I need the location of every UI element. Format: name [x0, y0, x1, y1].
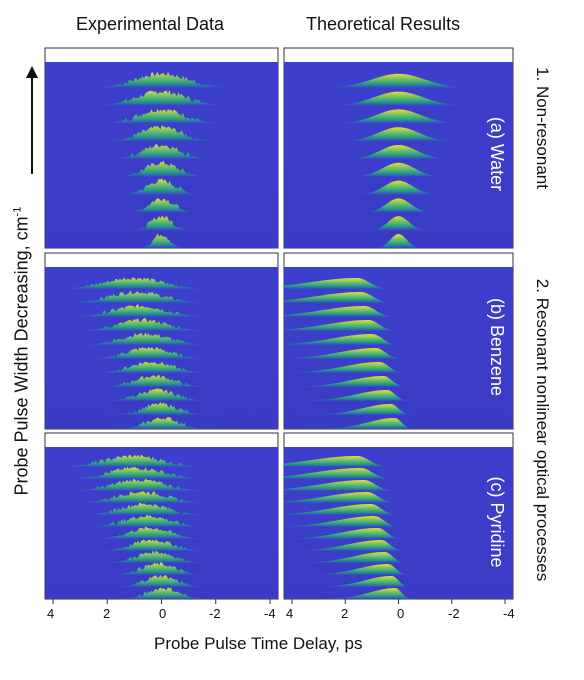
trace-b-th-10 [284, 418, 513, 429]
panel-c-th-traces [284, 456, 513, 599]
trace-c-exp-7 [45, 539, 278, 551]
trace-b-exp-3 [45, 318, 278, 331]
trace-b-th-3 [284, 320, 513, 331]
trace-c-th-0 [284, 456, 513, 467]
trace-c-exp-0 [45, 454, 278, 467]
trace-a-exp-5 [45, 160, 278, 177]
panel-c-exp-traces [45, 454, 278, 599]
trace-a-exp-0 [45, 71, 278, 88]
trace-b-th-9 [284, 404, 513, 415]
trace-c-exp-9 [45, 562, 278, 575]
trace-a-exp-2 [45, 108, 278, 124]
trace-c-exp-2 [45, 478, 278, 491]
trace-c-th-8 [284, 552, 513, 563]
trace-c-exp-11 [45, 587, 278, 599]
side-label-non-resonant: 1. Non-resonant [533, 67, 552, 189]
panel-label-a: (a) Water [487, 117, 507, 191]
x-tick-theory: -2 [448, 606, 460, 621]
x-axis-label: Probe Pulse Time Delay, ps [154, 634, 363, 653]
trace-a-exp-4 [45, 143, 278, 159]
trace-b-exp-0 [45, 277, 278, 289]
x-tick-exp: 0 [159, 606, 167, 621]
x-tick-exp: 2 [103, 606, 111, 621]
trace-b-exp-4 [45, 332, 278, 345]
panel-c-th-background [284, 447, 513, 599]
trace-a-exp-6 [45, 178, 278, 195]
trace-c-th-11 [284, 588, 513, 599]
trace-b-exp-2 [45, 304, 278, 317]
panel-a-th-traces [284, 73, 513, 248]
panel-b-exp-traces [45, 277, 278, 429]
trace-c-exp-5 [45, 514, 278, 527]
x-tick-theory: -4 [503, 606, 515, 621]
trace-c-th-7 [284, 540, 513, 551]
trace-b-exp-5 [45, 346, 278, 359]
trace-c-exp-1 [45, 466, 278, 479]
panel-label-c: (c) Pyridine [487, 476, 507, 567]
trace-a-th-3 [284, 127, 513, 142]
trace-b-th-0 [284, 278, 513, 289]
trace-a-th-7 [284, 198, 513, 213]
x-tick-exp: -4 [264, 606, 276, 621]
y-axis-arrow [26, 66, 38, 174]
trace-c-th-2 [284, 480, 513, 491]
trace-c-exp-4 [45, 502, 278, 515]
panel-b-th-background [284, 267, 513, 429]
trace-c-exp-6 [45, 526, 278, 539]
trace-b-th-1 [284, 292, 513, 303]
x-tick-exp: 4 [47, 606, 55, 621]
trace-b-exp-6 [45, 361, 278, 373]
panel-b-exp-background [45, 267, 278, 429]
trace-c-th-5 [284, 516, 513, 527]
y-axis-label-text: Probe Pulse Width Decreasing, cm [11, 216, 32, 496]
trace-b-th-6 [284, 362, 513, 373]
trace-c-th-6 [284, 528, 513, 539]
panel-a-exp-traces [45, 71, 278, 248]
trace-a-th-1 [284, 91, 513, 106]
y-axis-label: Probe Pulse Width Decreasing, cm-1 [11, 207, 33, 496]
x-tick-theory: 4 [286, 606, 294, 621]
trace-b-exp-1 [45, 290, 278, 303]
trace-a-exp-7 [45, 198, 278, 213]
trace-c-th-10 [284, 576, 513, 587]
trace-c-exp-10 [45, 574, 278, 587]
trace-b-exp-10 [45, 417, 278, 429]
trace-c-exp-8 [45, 550, 278, 563]
trace-b-exp-9 [45, 402, 278, 415]
trace-b-th-8 [284, 390, 513, 401]
trace-a-th-6 [284, 180, 513, 195]
y-axis-label-superscript: -1 [11, 206, 24, 217]
header-experimental: Experimental Data [76, 14, 225, 34]
trace-a-th-8 [284, 216, 513, 231]
x-tick-theory: 0 [397, 606, 405, 621]
trace-b-th-7 [284, 376, 513, 387]
trace-a-th-9 [284, 234, 513, 248]
x-tick-exp: -2 [209, 606, 221, 621]
trace-c-th-1 [284, 468, 513, 479]
trace-a-exp-3 [45, 124, 278, 142]
trace-a-exp-1 [45, 90, 278, 106]
header-theoretical: Theoretical Results [306, 14, 461, 34]
trace-b-th-5 [284, 348, 513, 359]
trace-a-th-5 [284, 162, 513, 177]
trace-b-exp-7 [45, 374, 278, 387]
trace-c-th-3 [284, 492, 513, 503]
trace-c-th-9 [284, 564, 513, 575]
trace-a-th-0 [284, 73, 513, 88]
trace-b-exp-8 [45, 388, 278, 401]
side-label-resonant: 2. Resonant nonlinear optical processes [533, 278, 552, 582]
trace-a-exp-8 [45, 215, 278, 231]
trace-c-th-4 [284, 504, 513, 515]
x-tick-theory: 2 [341, 606, 349, 621]
trace-c-exp-3 [45, 491, 278, 503]
trace-b-th-2 [284, 306, 513, 317]
trace-a-exp-9 [45, 233, 278, 248]
trace-b-th-4 [284, 334, 513, 345]
trace-a-th-4 [284, 145, 513, 159]
panel-b-th-traces [284, 278, 513, 429]
panel-label-b: (b) Benzene [487, 298, 507, 396]
trace-a-th-2 [284, 109, 513, 124]
